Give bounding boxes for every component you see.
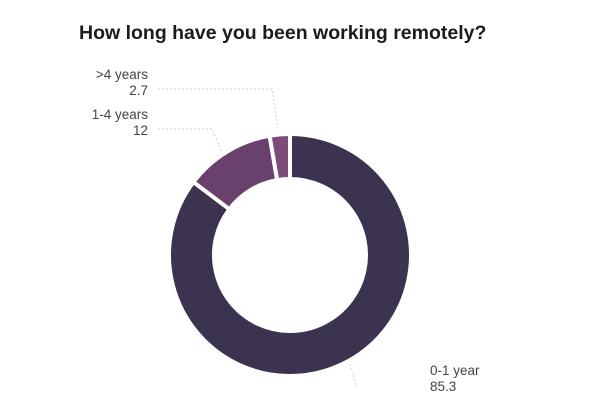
- leader-line: [158, 88, 279, 129]
- slice-0-1-year[interactable]: [167, 132, 413, 378]
- slice--4-years[interactable]: [267, 132, 292, 183]
- donut-slices: [167, 132, 413, 378]
- leader-lines: [158, 88, 357, 386]
- leader-line: [349, 364, 357, 386]
- slice-value-label: 12: [133, 123, 148, 138]
- slice-value-label: 2.7: [129, 83, 148, 98]
- slice-category-label: 1-4 years: [92, 107, 149, 122]
- slice-category-label: >4 years: [96, 67, 148, 82]
- leader-line: [158, 128, 223, 153]
- slice-value-label: 85.3: [430, 379, 456, 394]
- chart-title: How long have you been working remotely?: [79, 22, 487, 44]
- slice-category-label: 0-1 year: [430, 363, 480, 378]
